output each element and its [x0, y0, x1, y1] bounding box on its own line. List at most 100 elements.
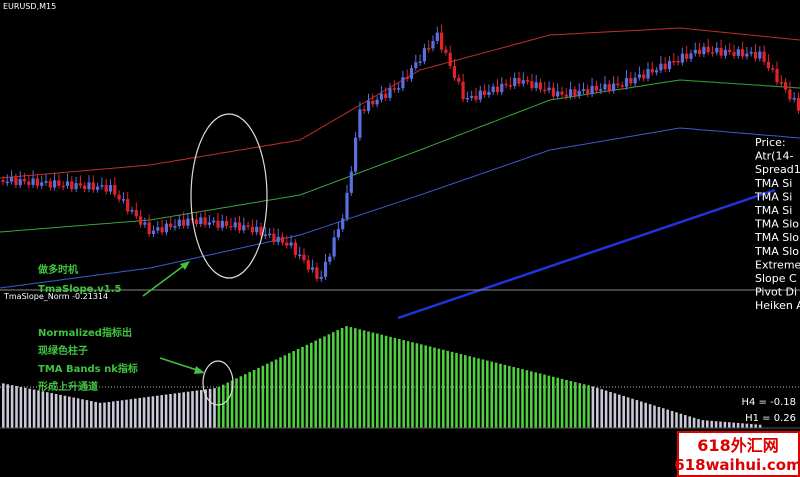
histogram-bar: [252, 369, 256, 428]
candle: [250, 226, 254, 233]
h1-label: H1 = 0.26: [745, 413, 796, 424]
info-line: TMA Slo: [754, 231, 799, 244]
histogram-bar: [63, 395, 67, 428]
histogram-bar: [750, 424, 753, 428]
histogram-bar: [662, 408, 665, 428]
candle: [788, 89, 792, 100]
candle: [126, 199, 130, 212]
candle: [741, 49, 745, 57]
histogram-bar: [28, 388, 31, 428]
candle: [134, 210, 138, 217]
candle: [543, 89, 547, 92]
histogram-bar: [138, 397, 141, 428]
candle: [242, 225, 246, 231]
candle: [440, 32, 444, 50]
candle: [517, 77, 521, 84]
candle: [728, 49, 732, 52]
candle: [612, 83, 616, 91]
candle: [182, 219, 186, 226]
histogram-bar: [719, 421, 722, 428]
candle: [27, 181, 31, 185]
histogram-bar: [217, 386, 221, 428]
histogram-bar: [296, 348, 300, 428]
candle: [48, 181, 52, 188]
candle: [577, 90, 581, 96]
candle: [362, 109, 366, 111]
candle: [435, 32, 439, 41]
candle: [108, 185, 113, 192]
histogram-bar: [459, 354, 463, 428]
candle: [233, 222, 237, 228]
histogram-bar: [292, 351, 295, 428]
candle: [401, 77, 405, 89]
histogram-bar: [490, 361, 493, 428]
histogram-bar: [10, 385, 14, 428]
histogram-bar: [147, 396, 150, 428]
candle: [710, 52, 715, 54]
candle: [272, 233, 276, 243]
histogram-bar: [266, 363, 269, 428]
histogram-bar: [230, 380, 234, 428]
candle: [268, 233, 272, 236]
candle: [220, 220, 224, 228]
candle: [521, 80, 525, 84]
annotation-line: TMA Bands nk指标: [38, 362, 138, 375]
histogram-bar: [340, 328, 344, 428]
histogram-bar: [68, 396, 71, 428]
histogram-bar: [19, 386, 23, 428]
histogram-bar: [723, 421, 727, 428]
histogram-bar: [314, 340, 317, 428]
candle: [392, 88, 396, 90]
histogram-bar: [310, 342, 313, 428]
candle: [194, 219, 199, 225]
histogram-bar: [76, 398, 80, 428]
histogram-bar: [644, 402, 647, 428]
histogram-bar: [380, 334, 383, 428]
candle: [91, 182, 95, 190]
histogram-bar: [134, 398, 137, 428]
candle: [667, 60, 672, 70]
candle: [633, 77, 637, 84]
histogram-bar: [560, 378, 564, 428]
candle: [762, 51, 766, 62]
candle: [771, 68, 775, 70]
histogram-bar: [701, 420, 705, 428]
histogram-bar: [508, 365, 511, 428]
arrow-head: [180, 261, 190, 270]
candle: [293, 242, 297, 255]
candle: [10, 177, 14, 182]
histogram-bar: [437, 348, 441, 428]
histogram-bar: [173, 393, 177, 428]
histogram-bar: [582, 384, 586, 428]
histogram-bar: [376, 333, 379, 428]
histogram-bar: [327, 334, 331, 428]
histogram-bar: [684, 415, 687, 428]
histogram-bar: [758, 424, 762, 428]
histogram-bar: [675, 412, 678, 428]
candle: [538, 82, 543, 90]
candle: [203, 217, 207, 225]
candle: [147, 222, 151, 235]
arrow: [159, 357, 201, 372]
histogram-bar: [15, 386, 18, 428]
histogram-bar: [472, 357, 476, 428]
candle: [483, 90, 487, 95]
histogram-bar: [657, 406, 661, 428]
candle: [775, 68, 779, 83]
histogram-bar: [424, 345, 427, 428]
histogram-bar: [54, 393, 58, 428]
histogram-bar: [420, 344, 423, 428]
candle: [345, 192, 349, 219]
candle: [276, 236, 280, 243]
candle: [560, 91, 564, 95]
histogram-bar: [714, 421, 718, 428]
annotation-line: TmaSlope.v1.5: [38, 284, 122, 295]
histogram-bar: [178, 392, 181, 428]
candle: [414, 62, 418, 69]
histogram-bar: [521, 369, 524, 428]
candle: [289, 242, 293, 246]
candle: [766, 61, 770, 69]
candle: [44, 181, 48, 183]
candle: [715, 47, 719, 53]
